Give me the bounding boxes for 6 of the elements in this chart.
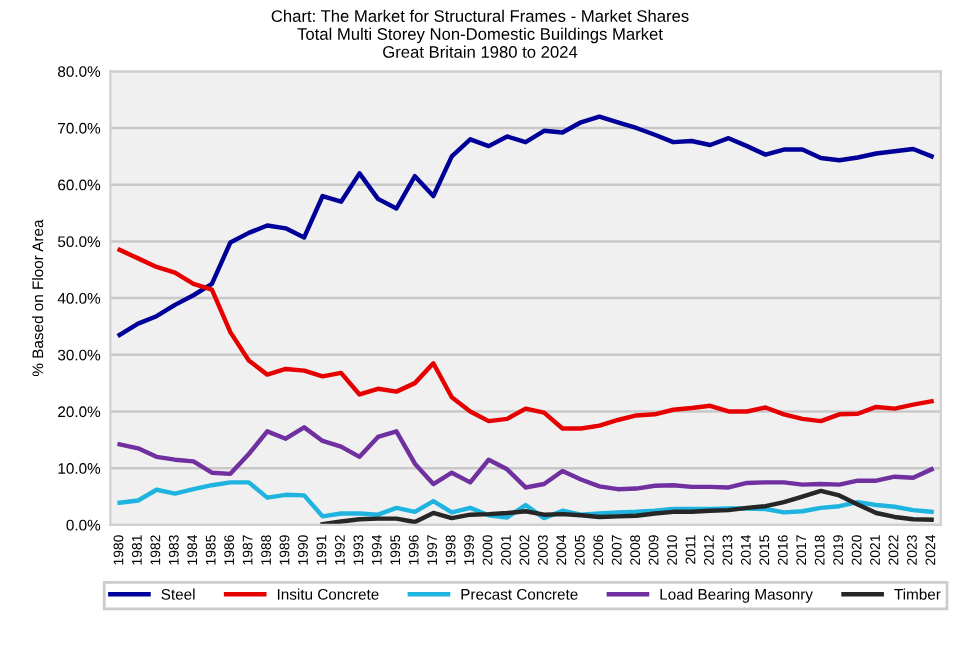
line-series [117, 114, 934, 338]
line-series [320, 488, 934, 525]
line-series [117, 425, 934, 492]
line-series [117, 480, 934, 521]
line-series [117, 247, 934, 431]
chart-title: Chart: The Market for Structural Frames - Market Shares Total Multi Storey Non-Domestic Buildings Market Great Britain 1980 to 2024 [271, 9, 689, 58]
